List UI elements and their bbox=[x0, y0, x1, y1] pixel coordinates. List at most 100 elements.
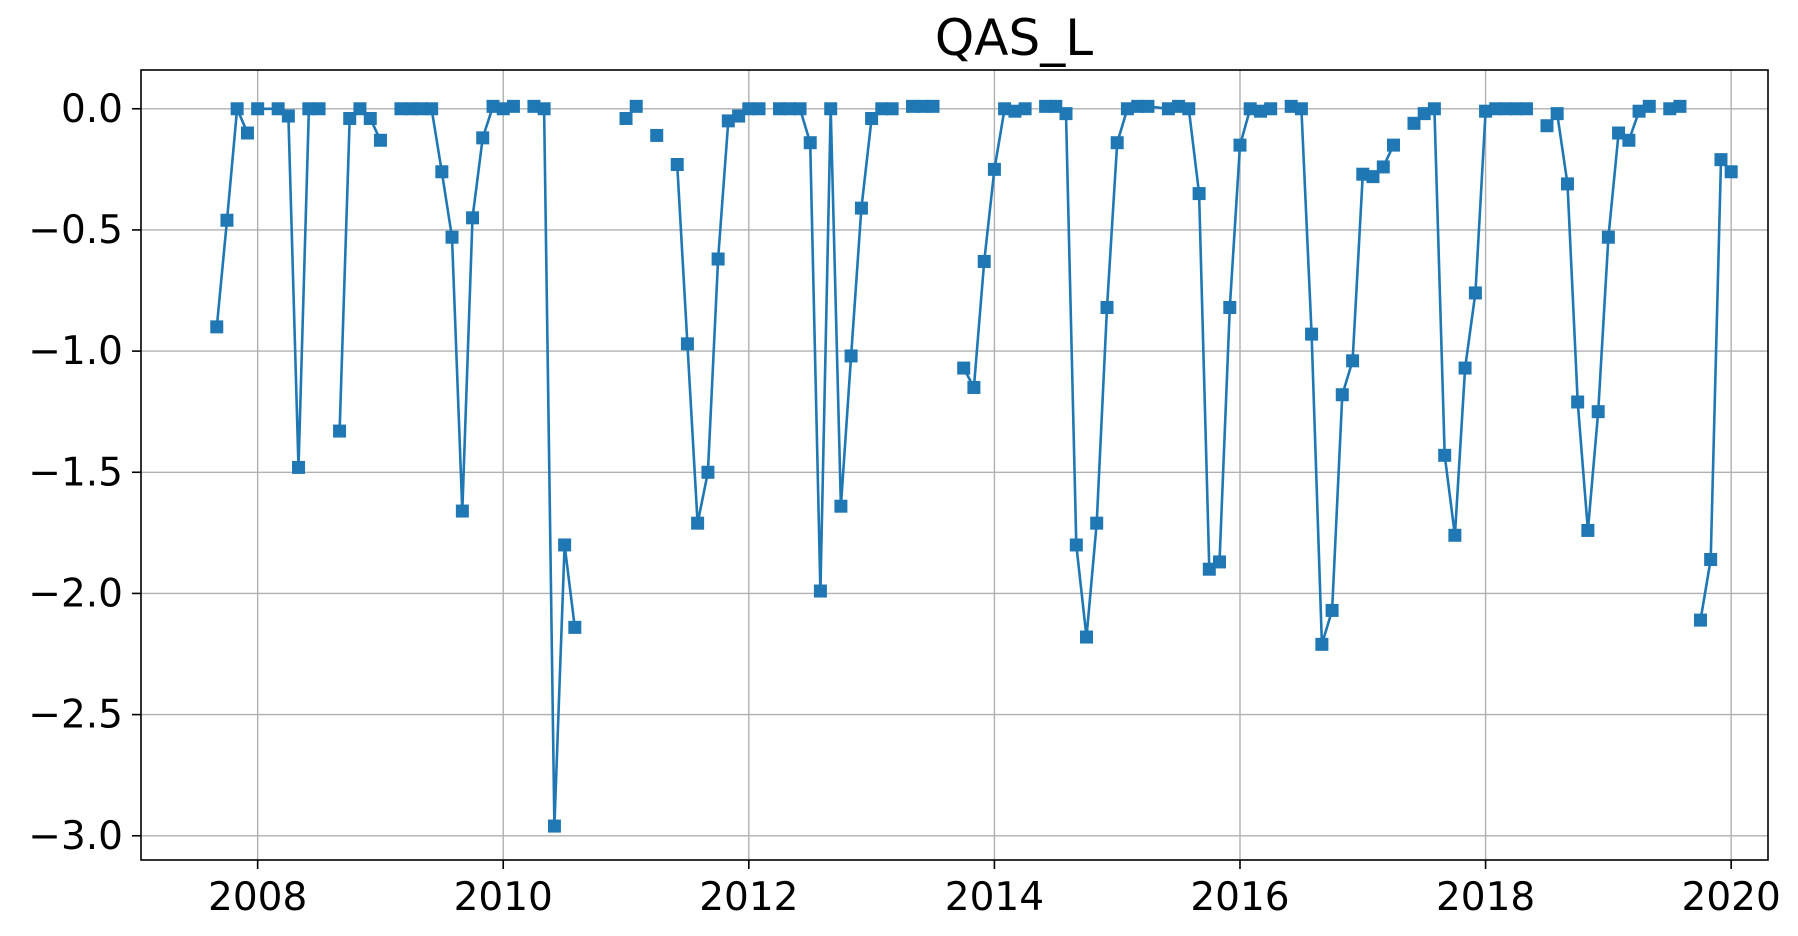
series-line-segment bbox=[1546, 105, 1650, 532]
series-line-segment bbox=[215, 107, 249, 328]
data-point bbox=[1212, 555, 1226, 569]
data-point bbox=[271, 102, 285, 116]
data-point bbox=[732, 109, 746, 123]
data-point bbox=[1499, 102, 1513, 116]
data-point bbox=[1131, 99, 1145, 113]
data-point bbox=[1069, 538, 1083, 552]
data-point bbox=[1315, 637, 1329, 651]
data-point bbox=[957, 361, 971, 375]
data-point bbox=[875, 102, 889, 116]
data-point bbox=[1550, 107, 1564, 121]
x-tick-label: 2008 bbox=[208, 875, 307, 920]
data-point bbox=[547, 819, 561, 833]
data-point bbox=[998, 102, 1012, 116]
data-point bbox=[414, 102, 428, 116]
data-point bbox=[1632, 104, 1646, 118]
series-line bbox=[215, 105, 1733, 828]
data-point bbox=[1305, 327, 1319, 341]
data-point bbox=[1120, 102, 1134, 116]
y-tick-label: −1.5 bbox=[28, 450, 123, 495]
series-line-segment bbox=[338, 107, 382, 432]
data-point bbox=[394, 102, 408, 116]
data-point bbox=[1346, 354, 1360, 368]
series-line-segment bbox=[1413, 107, 1527, 537]
series-line-segment bbox=[1699, 158, 1733, 621]
data-point bbox=[435, 165, 449, 179]
data-point bbox=[1110, 136, 1124, 150]
data-point bbox=[292, 460, 306, 474]
data-point bbox=[783, 102, 797, 116]
data-point bbox=[813, 584, 827, 598]
data-point bbox=[1519, 102, 1533, 116]
data-point bbox=[1612, 126, 1626, 140]
data-point bbox=[220, 213, 234, 227]
data-point bbox=[1192, 187, 1206, 201]
series-line-segment bbox=[1290, 105, 1395, 646]
data-point bbox=[629, 99, 643, 113]
data-point bbox=[680, 337, 694, 351]
data-point bbox=[834, 499, 848, 513]
data-point bbox=[506, 99, 520, 113]
data-point bbox=[1642, 99, 1656, 113]
data-point bbox=[1591, 405, 1605, 419]
data-point bbox=[1458, 361, 1472, 375]
data-point bbox=[1693, 613, 1707, 627]
data-point bbox=[773, 102, 787, 116]
data-point bbox=[1479, 104, 1493, 118]
data-point bbox=[1018, 102, 1032, 116]
data-point bbox=[1243, 102, 1257, 116]
data-point bbox=[711, 252, 725, 266]
data-point bbox=[1601, 230, 1615, 244]
data-point bbox=[240, 126, 254, 140]
x-tick-label: 2014 bbox=[945, 875, 1044, 920]
data-point bbox=[742, 102, 756, 116]
data-point bbox=[1509, 102, 1523, 116]
data-point bbox=[527, 99, 541, 113]
data-point bbox=[1294, 102, 1308, 116]
data-point bbox=[1581, 523, 1595, 537]
data-point bbox=[691, 516, 705, 530]
data-point bbox=[721, 114, 735, 128]
plot-frame bbox=[140, 69, 1769, 861]
data-point bbox=[1223, 300, 1237, 314]
data-point bbox=[1172, 99, 1186, 113]
data-point bbox=[312, 102, 326, 116]
data-point bbox=[1714, 153, 1728, 167]
data-point bbox=[425, 102, 439, 116]
data-point bbox=[1560, 177, 1574, 191]
data-point bbox=[568, 620, 582, 634]
data-point bbox=[967, 380, 981, 394]
data-point bbox=[1335, 388, 1349, 402]
x-tick-label: 2020 bbox=[1682, 875, 1781, 920]
data-point bbox=[1489, 102, 1503, 116]
y-tick-label: −1.0 bbox=[28, 329, 123, 374]
series-line-segment bbox=[257, 107, 319, 469]
data-point bbox=[1080, 630, 1094, 644]
data-point bbox=[1161, 102, 1175, 116]
data-point bbox=[650, 128, 664, 142]
series-markers bbox=[210, 99, 1738, 833]
data-point bbox=[1049, 99, 1063, 113]
gridlines bbox=[141, 70, 1768, 860]
data-point bbox=[281, 109, 295, 123]
data-point bbox=[445, 230, 459, 244]
x-tick-label: 2010 bbox=[454, 875, 553, 920]
data-point bbox=[455, 504, 469, 518]
data-point bbox=[404, 102, 418, 116]
data-point bbox=[466, 211, 480, 225]
data-point bbox=[1468, 286, 1482, 300]
data-point bbox=[1724, 165, 1738, 179]
data-point bbox=[752, 102, 766, 116]
series-line-segment bbox=[675, 107, 759, 525]
data-point bbox=[854, 201, 868, 215]
y-tick-label: −2.0 bbox=[28, 571, 123, 616]
data-point bbox=[1427, 102, 1441, 116]
data-point bbox=[844, 349, 858, 363]
data-point bbox=[373, 133, 387, 147]
y-tick-label: −3.0 bbox=[28, 814, 123, 859]
data-point bbox=[1253, 104, 1267, 118]
data-point bbox=[977, 254, 991, 268]
data-point bbox=[619, 111, 633, 125]
data-point bbox=[353, 102, 367, 116]
data-point bbox=[987, 162, 1001, 176]
